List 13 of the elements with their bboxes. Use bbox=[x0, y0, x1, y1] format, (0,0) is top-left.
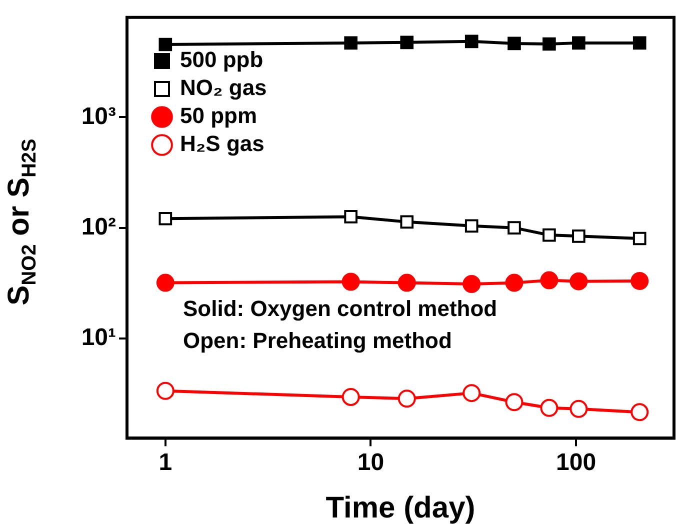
x-tick-label: 1 bbox=[158, 449, 172, 476]
x-tick-label: 100 bbox=[556, 449, 596, 476]
legend-label: NO₂ gas bbox=[180, 75, 267, 100]
legend-label: 500 ppb bbox=[180, 47, 264, 72]
y-tick-label: 10³ bbox=[81, 102, 116, 130]
legend-label: 50 ppm bbox=[180, 103, 258, 128]
annotation: Solid: Oxygen control method bbox=[183, 295, 498, 323]
x-axis-title: Time (day) bbox=[326, 491, 476, 524]
annotation: Open: Preheating method bbox=[183, 327, 453, 355]
x-tick-label: 10 bbox=[357, 449, 384, 476]
y-tick-label: 10¹ bbox=[81, 324, 116, 351]
legend-label: H₂S gas bbox=[180, 131, 264, 156]
y-tick-label: 10² bbox=[81, 213, 116, 240]
